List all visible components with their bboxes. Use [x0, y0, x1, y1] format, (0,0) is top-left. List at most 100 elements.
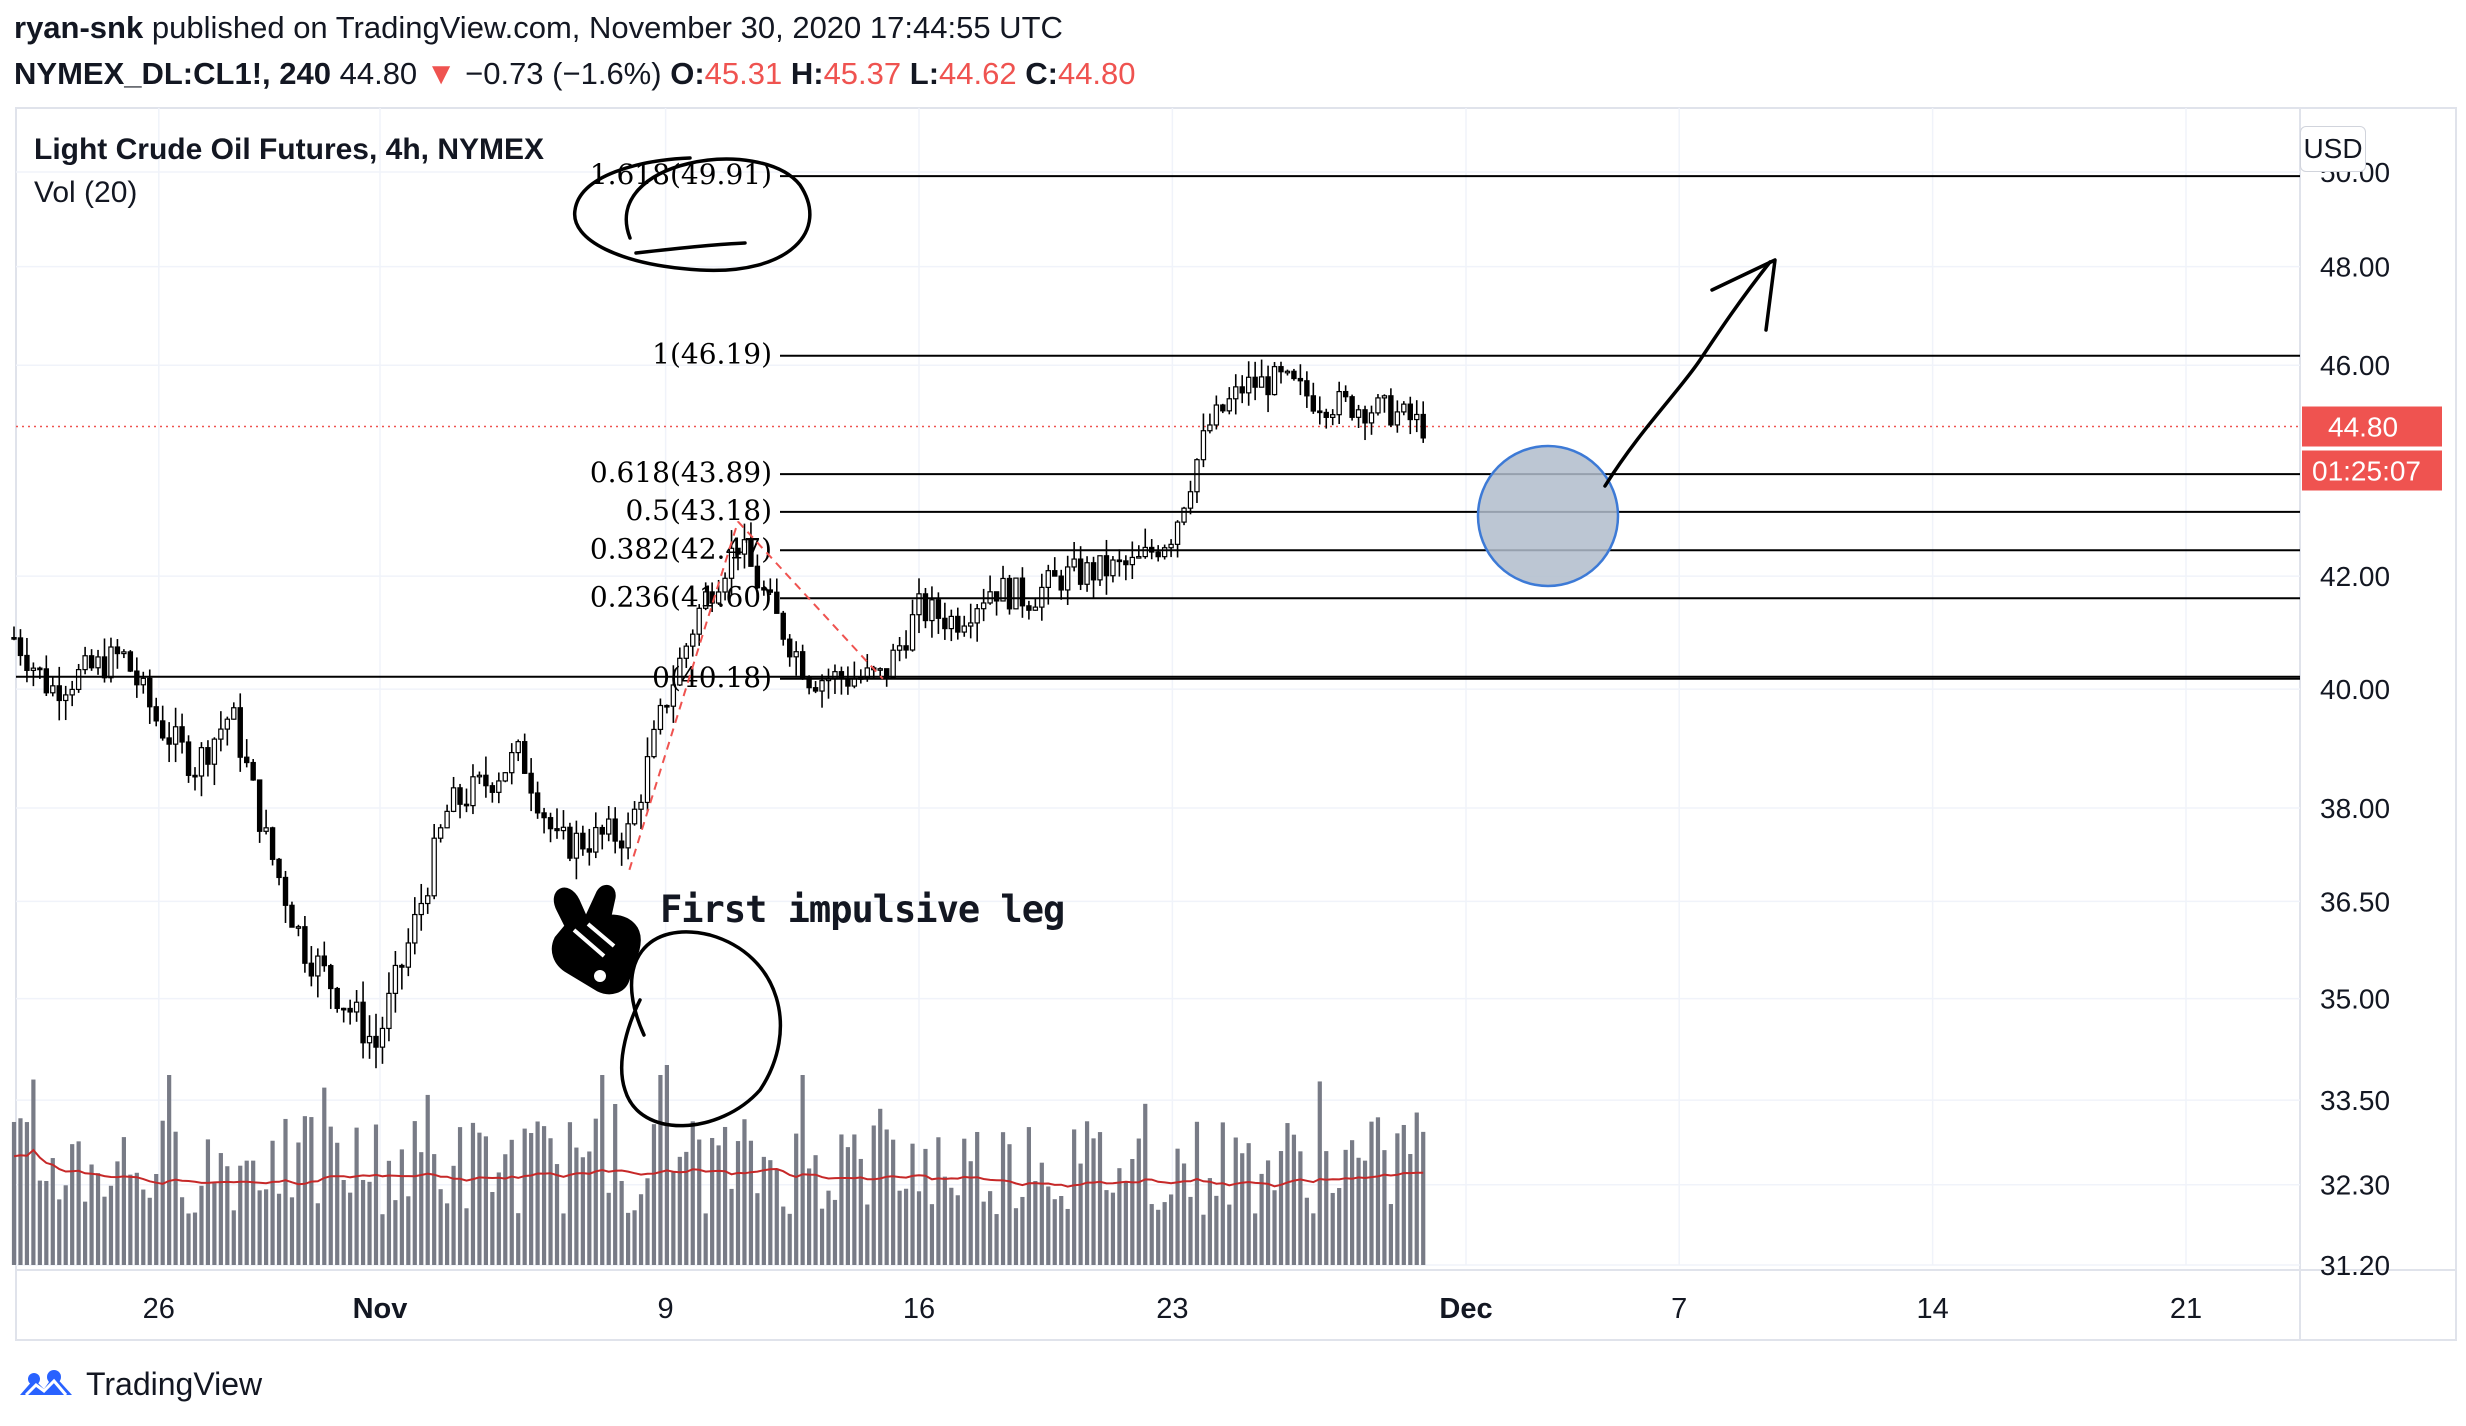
down-arrow-icon: ▼ [425, 56, 457, 91]
volume-bar [457, 1127, 463, 1265]
volume-bar [1013, 1208, 1019, 1265]
tradingview-cloud-icon [20, 1369, 72, 1396]
candle-body [1032, 606, 1039, 611]
candle-body [1103, 555, 1110, 577]
candle-body [1297, 377, 1304, 382]
volume-bar [613, 1104, 618, 1265]
candle-body [683, 645, 689, 659]
candle-body [1123, 560, 1129, 566]
candle-body [1362, 409, 1368, 424]
candle-body [625, 823, 631, 849]
volume-bar [115, 1161, 120, 1265]
volume-bar [761, 1156, 766, 1265]
volume-bar [962, 1138, 967, 1265]
candle-body [922, 593, 929, 622]
volume-bar [813, 1155, 818, 1265]
volume-bar [11, 1121, 17, 1265]
volume-bar [1052, 1199, 1057, 1265]
volume-bar [95, 1173, 101, 1265]
candle-body [425, 895, 431, 905]
volume-bar [716, 1145, 721, 1265]
volume-bar [238, 1165, 243, 1265]
volume-bar [658, 1075, 663, 1265]
volume-bar [884, 1129, 889, 1265]
volume-bar [807, 1168, 812, 1265]
volume-bar [845, 1147, 850, 1265]
x-tick-label: Dec [1439, 1293, 1492, 1325]
candle-body [1013, 577, 1019, 610]
volume-bar [1220, 1122, 1225, 1265]
volume-bar [1156, 1209, 1161, 1265]
volume-bar [1227, 1204, 1232, 1265]
candle-body [980, 602, 987, 610]
volume-bar [57, 1199, 62, 1265]
volume-bar [529, 1133, 534, 1265]
y-tick-label: 35.00 [2320, 984, 2390, 1015]
candle-body [328, 965, 334, 990]
volume-bar [722, 1126, 728, 1265]
candle-body [179, 726, 185, 743]
volume-ma-line [13, 1148, 1424, 1188]
candle-body [554, 828, 560, 832]
volume-bar [781, 1206, 786, 1265]
volume-bar [296, 1142, 301, 1265]
close-value: 44.80 [1057, 56, 1136, 91]
volume-bar [393, 1200, 398, 1265]
volume-bar [645, 1178, 650, 1265]
volume-bar [664, 1065, 669, 1265]
tradingview-logo[interactable]: TradingView [16, 1366, 262, 1403]
published-text: published on TradingView.com, November 3… [151, 10, 1063, 45]
candle-body [1090, 562, 1097, 581]
volume-bar [128, 1174, 133, 1265]
candle-body [1245, 376, 1252, 394]
volume-bar [1201, 1214, 1206, 1265]
candle-body [521, 741, 528, 774]
pointing-hand-icon [551, 884, 641, 995]
volume-bar [587, 1151, 592, 1265]
volume-bar [1259, 1173, 1264, 1265]
candle-body [1252, 376, 1258, 388]
candle-body [1226, 398, 1232, 412]
volume-bar [839, 1134, 844, 1265]
low-value: 44.62 [939, 56, 1017, 91]
candle-body [1207, 424, 1213, 432]
candle-body [567, 826, 573, 859]
volume-bar [218, 1153, 223, 1265]
volume-bar [1253, 1213, 1258, 1265]
x-tick-label: Nov [353, 1293, 408, 1325]
volume-bar [710, 1137, 715, 1265]
volume-bar [154, 1174, 159, 1265]
volume-legend[interactable]: Vol (20) [34, 176, 138, 209]
candle-body [1381, 395, 1388, 399]
candle-body [489, 785, 496, 793]
volume-bar [554, 1164, 560, 1265]
volume-bar [380, 1214, 385, 1265]
volume-bar [121, 1137, 126, 1265]
y-tick-label: 40.00 [2320, 674, 2390, 705]
candle-body [1304, 380, 1310, 397]
fib-underline-stroke [634, 241, 747, 255]
volume-bar [955, 1195, 960, 1265]
highlight-zone-circle [1476, 444, 1620, 588]
candle-body [392, 964, 399, 994]
author-name[interactable]: ryan-snk [14, 10, 144, 45]
candle-body [444, 810, 450, 829]
currency-button[interactable]: USD [2300, 126, 2366, 172]
chart-legend-title[interactable]: Light Crude Oil Futures, 4h, NYMEX [34, 133, 545, 166]
volume-bar [1000, 1132, 1006, 1265]
candle-body [43, 668, 50, 694]
candle-body [799, 651, 806, 679]
volume-bar [794, 1133, 799, 1265]
candle-body [302, 926, 308, 964]
candle-body [534, 792, 541, 814]
candle-body [580, 832, 586, 850]
volume-bar [852, 1134, 857, 1265]
candle-body [916, 593, 922, 616]
candle-body [509, 752, 515, 774]
volume-bar [1097, 1132, 1103, 1265]
candle-body [30, 667, 37, 671]
volume-bar [225, 1166, 230, 1265]
candle-body [172, 726, 179, 745]
volume-bar [1207, 1178, 1212, 1265]
